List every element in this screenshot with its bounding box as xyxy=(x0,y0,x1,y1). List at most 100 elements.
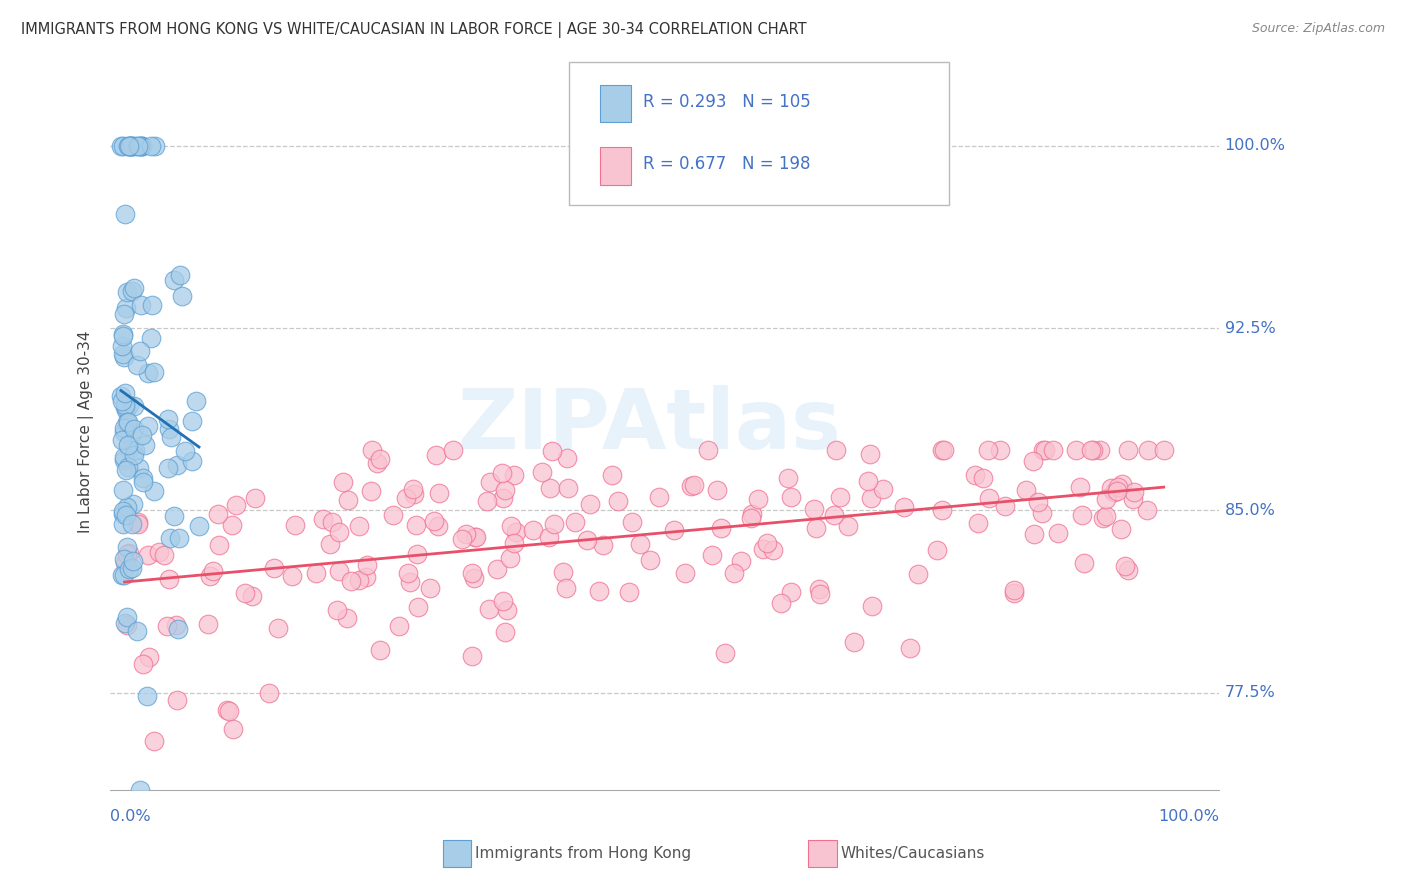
Point xyxy=(479,475,502,489)
Text: 0.0%: 0.0% xyxy=(110,809,150,824)
Point xyxy=(461,649,484,664)
Point xyxy=(127,517,149,532)
Point xyxy=(184,393,207,408)
Point xyxy=(1091,511,1114,525)
Point xyxy=(114,616,136,631)
Point xyxy=(347,519,370,533)
Point xyxy=(221,518,243,533)
Point xyxy=(112,329,135,343)
Point xyxy=(600,467,623,482)
Point xyxy=(217,703,239,717)
Point xyxy=(740,511,762,525)
Point xyxy=(112,568,135,582)
Point xyxy=(125,624,148,638)
Point xyxy=(111,504,134,518)
Point xyxy=(112,453,135,467)
Point xyxy=(165,617,187,632)
Point xyxy=(475,494,498,508)
Point xyxy=(115,415,138,429)
Point xyxy=(305,566,328,581)
Point xyxy=(931,442,953,457)
Point xyxy=(281,569,304,583)
Point xyxy=(741,508,763,522)
Point xyxy=(478,602,501,616)
Point xyxy=(122,422,145,436)
Point xyxy=(1135,503,1157,517)
Point xyxy=(166,622,188,636)
Point xyxy=(197,616,219,631)
Point xyxy=(396,566,419,581)
Point xyxy=(124,443,146,458)
Point xyxy=(142,483,165,498)
Point xyxy=(139,139,162,153)
Point xyxy=(121,497,143,511)
Point xyxy=(208,538,231,552)
Point xyxy=(169,532,191,546)
Point xyxy=(1109,523,1132,537)
Point xyxy=(114,386,136,401)
Point xyxy=(856,474,879,488)
Point xyxy=(662,524,685,538)
Point xyxy=(319,537,342,551)
Point xyxy=(588,583,610,598)
Point xyxy=(340,574,363,589)
Text: R = 0.677   N = 198: R = 0.677 N = 198 xyxy=(643,155,810,173)
Point xyxy=(485,562,508,576)
Point xyxy=(730,554,752,568)
Point xyxy=(751,541,773,556)
Point xyxy=(138,649,160,664)
Point xyxy=(842,635,865,649)
Point xyxy=(114,463,136,477)
Point xyxy=(240,589,263,603)
Point xyxy=(111,516,134,531)
Point xyxy=(1002,583,1025,598)
Point xyxy=(170,288,193,302)
Point xyxy=(494,624,516,639)
Point xyxy=(538,530,561,544)
Point xyxy=(723,566,745,581)
Point xyxy=(522,524,544,538)
Point xyxy=(837,519,859,533)
Point xyxy=(898,641,921,656)
Point xyxy=(114,301,136,315)
Point xyxy=(121,560,143,574)
Point xyxy=(399,574,422,589)
Point xyxy=(188,518,211,533)
Point xyxy=(395,491,418,506)
Point xyxy=(543,517,565,532)
Point xyxy=(368,643,391,657)
Text: 85.0%: 85.0% xyxy=(1225,503,1275,518)
Point xyxy=(141,298,163,312)
Point xyxy=(181,414,204,428)
Point xyxy=(131,428,153,442)
Point xyxy=(114,398,136,412)
Point xyxy=(127,139,149,153)
Point xyxy=(115,500,138,514)
Point xyxy=(121,284,143,298)
Point xyxy=(328,524,350,539)
Point xyxy=(872,483,894,497)
Point xyxy=(681,479,703,493)
Point xyxy=(114,556,136,570)
Point xyxy=(683,478,706,492)
Point xyxy=(1026,495,1049,509)
Point xyxy=(1102,484,1125,499)
Point xyxy=(859,491,882,505)
Point xyxy=(780,585,803,599)
Point xyxy=(166,458,188,473)
Point xyxy=(207,507,229,521)
Point xyxy=(406,600,429,615)
Point xyxy=(222,722,245,736)
Point xyxy=(115,420,138,434)
Point xyxy=(541,444,564,458)
Point xyxy=(530,465,553,479)
Point xyxy=(122,139,145,153)
Point xyxy=(122,281,145,295)
Point xyxy=(979,491,1001,505)
Point xyxy=(115,547,138,561)
Point xyxy=(111,394,134,409)
Point xyxy=(131,657,153,671)
Text: R = 0.293   N = 105: R = 0.293 N = 105 xyxy=(643,93,810,111)
Point xyxy=(356,570,378,584)
Point xyxy=(131,139,153,153)
